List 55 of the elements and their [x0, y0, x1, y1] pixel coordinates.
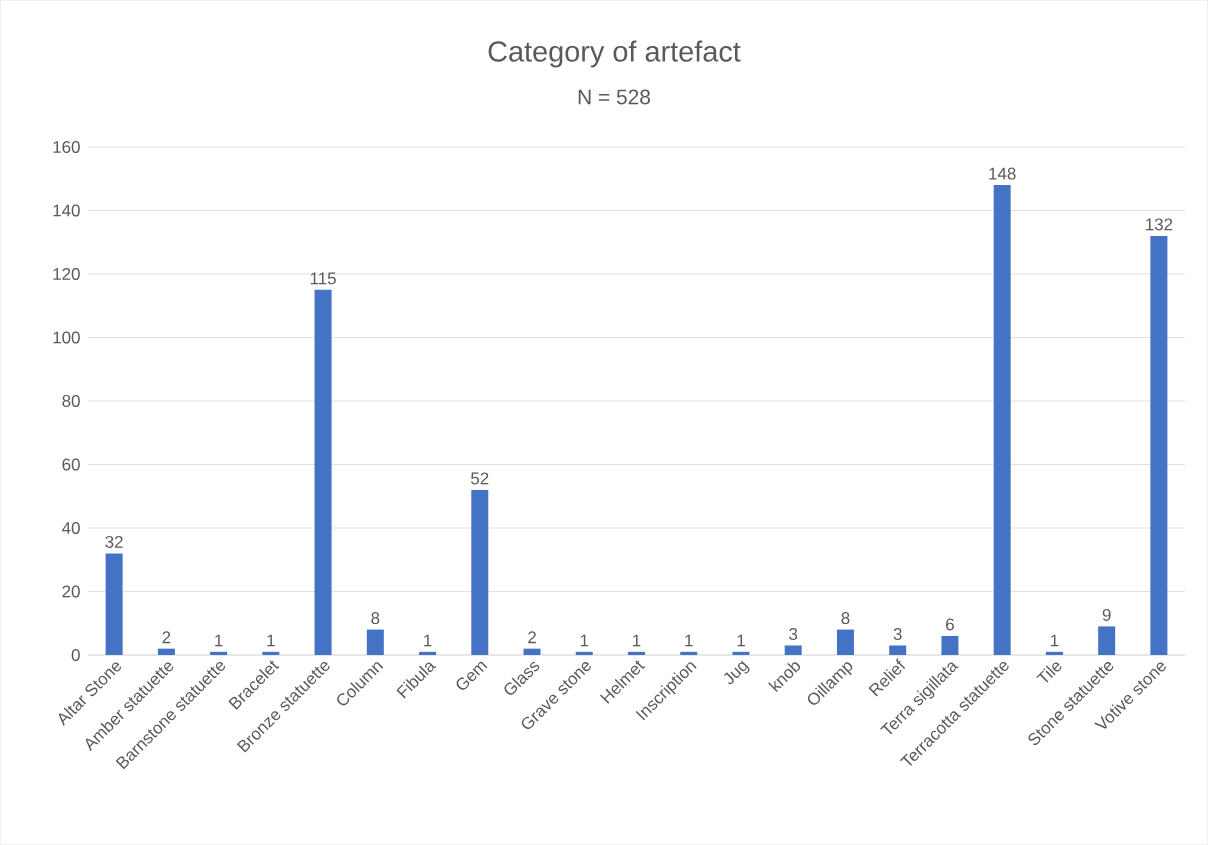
bar	[889, 645, 907, 655]
y-tick-label: 80	[62, 395, 80, 407]
x-tick-label: Tile	[1036, 662, 1062, 683]
bar	[993, 185, 1011, 655]
bar	[628, 651, 646, 655]
bar	[1150, 235, 1168, 655]
chart-subtitle: N = 528	[578, 89, 650, 105]
bar	[680, 651, 698, 655]
bar	[262, 651, 280, 655]
data-label: 3	[893, 627, 902, 640]
bar	[1098, 626, 1116, 655]
data-label: 115	[310, 272, 336, 285]
bar	[157, 648, 175, 655]
y-tick-label: 120	[53, 268, 80, 280]
data-label: 52	[471, 472, 489, 485]
bar	[523, 648, 541, 655]
data-label: 32	[105, 535, 123, 548]
y-tick-label: 160	[53, 140, 80, 153]
data-label: 148	[989, 167, 1016, 180]
bar	[210, 651, 228, 655]
bar	[941, 635, 959, 655]
bar	[732, 651, 750, 655]
bar	[575, 651, 593, 655]
data-label: 8	[841, 612, 850, 625]
x-tick-label: Jug	[724, 660, 750, 685]
bar	[784, 645, 802, 655]
chart-title: Category of artefact	[488, 40, 741, 68]
data-label: 1	[215, 634, 223, 647]
data-label: 1	[267, 634, 275, 647]
data-label: 8	[371, 612, 380, 625]
y-tick-label: 20	[62, 585, 80, 598]
bar	[105, 553, 123, 655]
bar	[836, 629, 854, 655]
bar	[314, 289, 332, 655]
data-label: 9	[1102, 608, 1111, 621]
data-label: 1	[580, 634, 589, 647]
bar	[419, 651, 437, 655]
data-label: 3	[789, 627, 798, 640]
bar	[471, 489, 489, 655]
data-label: 6	[946, 618, 954, 631]
bar	[366, 629, 384, 655]
data-label: 1	[633, 634, 641, 647]
y-tick-label: 60	[62, 458, 80, 471]
data-label: 132	[1146, 218, 1173, 231]
y-tick-label: 0	[71, 649, 80, 661]
data-label: 1	[1051, 634, 1059, 647]
data-label: 2	[162, 631, 171, 644]
data-label: 1	[737, 634, 745, 647]
data-label: 2	[528, 631, 536, 644]
bar	[1045, 651, 1063, 655]
y-tick-label: 40	[62, 522, 80, 534]
data-label: 1	[424, 634, 432, 647]
y-tick-label: 140	[53, 204, 80, 217]
y-tick-label: 100	[53, 331, 80, 344]
data-label: 1	[685, 634, 693, 647]
